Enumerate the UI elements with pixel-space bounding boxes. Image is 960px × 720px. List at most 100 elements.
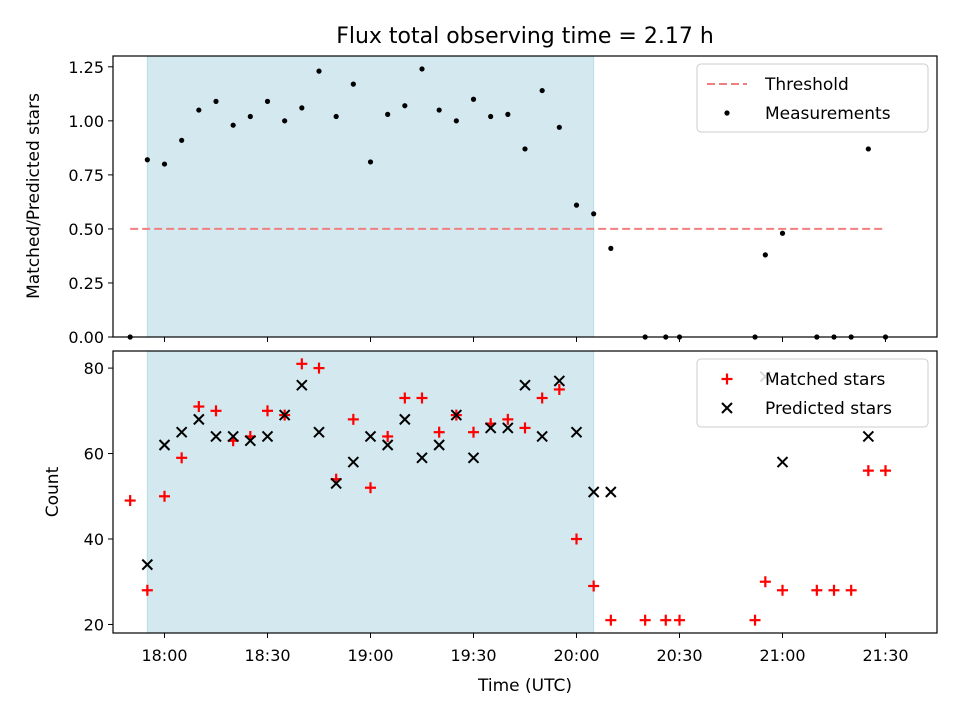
measurements-point [573, 202, 580, 208]
predicted-stars-point [347, 456, 360, 468]
predicted-stars-point-b [536, 430, 548, 443]
predicted-stars-point-b [570, 426, 583, 438]
bottom-x-tick-label: 19:00 [347, 646, 393, 665]
predicted-stars-point [227, 430, 239, 443]
top-observing-window [147, 56, 594, 337]
predicted-stars-point [502, 422, 514, 434]
top-y-tick-label: 1.00 [68, 112, 104, 131]
bottom-x-tick-label: 21:30 [862, 646, 908, 665]
predicted-stars-point [605, 486, 617, 498]
bottom-axes-frame [112, 350, 938, 634]
measurements-point [779, 230, 786, 236]
matched-stars-point [313, 362, 325, 374]
matched-stars-point [210, 405, 222, 417]
measurements-point [385, 111, 391, 117]
predicted-stars-point [244, 435, 257, 447]
measurements-point [556, 124, 562, 130]
predicted-stars-point [433, 439, 445, 451]
measurements-point [333, 113, 339, 120]
measurements-point [865, 146, 871, 152]
top-y-tick-label: 1.25 [68, 58, 104, 77]
matched-stars-point [416, 392, 428, 404]
predicted-stars-point-b [330, 477, 342, 490]
measurements-point [762, 252, 768, 258]
predicted-stars-point [381, 439, 394, 451]
matched-stars-point [553, 383, 565, 395]
predicted-stars-point [536, 430, 548, 443]
predicted-stars-point [175, 426, 188, 438]
predicted-stars-point [519, 379, 531, 391]
predicted-stars-point-b [158, 439, 171, 451]
predicted-stars-point [553, 375, 566, 387]
matched-stars-point [347, 413, 359, 425]
bottom-panel: 20 40 60 80 18:00 18:30 19:00 19:30 20:00 20:30 21… [84, 350, 938, 665]
matched-stars-point [588, 580, 600, 592]
predicted-stars-point-b [364, 430, 377, 443]
legend-measurements-swatch [724, 110, 730, 116]
legend-matched-stars-label: Matched stars [765, 370, 885, 390]
predicted-stars-point [193, 413, 205, 426]
predicted-stars-point [296, 379, 308, 391]
predicted-stars-point [587, 486, 600, 498]
measurements-point [282, 118, 288, 124]
measurements-point [453, 118, 459, 124]
predicted-stars-point-b [553, 375, 566, 387]
predicted-stars-point-b [193, 413, 205, 426]
measurements-point [608, 245, 614, 251]
predicted-stars-point-b [210, 430, 222, 443]
predicted-stars-point [313, 426, 325, 438]
matched-stars-point [124, 495, 136, 507]
measurements-point [470, 96, 477, 102]
predicted-stars-point [141, 558, 154, 571]
measurements-point [196, 107, 202, 113]
bottom-x-tick-label: 18:00 [141, 646, 187, 665]
matched-stars-point [639, 614, 651, 626]
predicted-stars-point-b [261, 430, 274, 443]
measurements-point [247, 113, 253, 120]
measurements-point [264, 98, 271, 104]
bottom-y-tick-label: 20 [84, 615, 104, 634]
top-y-axis-label: Matched/Predicted stars [24, 93, 44, 299]
predicted-stars-point [450, 409, 463, 421]
bottom-x-tick-label: 21:00 [759, 646, 805, 665]
predicted-stars-point-b [450, 409, 463, 421]
predicted-stars-point-b [227, 430, 239, 443]
predicted-stars-point-b [776, 456, 789, 468]
top-y-tick-label: 0.75 [68, 166, 104, 185]
predicted-stars-point-b [605, 486, 617, 498]
measurements-point [161, 161, 168, 167]
matched-stars-point [777, 584, 788, 596]
predicted-stars-point [484, 422, 497, 434]
matched-stars-point [176, 452, 188, 464]
predicted-stars-point [158, 439, 171, 451]
legend-predicted-stars-swatch-b [721, 402, 733, 414]
matched-stars-point [141, 584, 153, 596]
bottom-x-tick-label: 20:00 [553, 646, 599, 665]
top-y-tick-label: 0.25 [68, 274, 104, 293]
matched-stars-point [759, 576, 771, 588]
matched-stars-point [536, 392, 548, 404]
bottom-legend-box [696, 358, 929, 428]
predicted-stars-point-b [862, 430, 875, 443]
matched-stars-point [519, 422, 531, 434]
predicted-stars-point-b [416, 452, 428, 464]
measurements-point [367, 159, 374, 165]
measurements-point [299, 105, 305, 111]
predicted-stars-point [261, 430, 274, 443]
chart-title: Flux total observing time = 2.17 h [336, 24, 714, 49]
matched-stars-point [605, 614, 617, 626]
predicted-stars-point [330, 477, 342, 490]
predicted-stars-point-b [399, 413, 411, 426]
predicted-stars-point [210, 430, 222, 443]
matched-stars-point [811, 584, 823, 596]
bottom-x-tick-label: 18:30 [244, 646, 290, 665]
legend-measurements-label: Measurements [765, 104, 891, 124]
predicted-stars-point [862, 430, 875, 443]
matched-stars-point [828, 584, 840, 596]
matched-stars-point [468, 426, 479, 438]
matched-stars-point [660, 614, 672, 626]
matched-stars-point [749, 614, 761, 626]
predicted-stars-point-b [433, 439, 445, 451]
top-legend: Threshold Measurements [696, 63, 929, 133]
